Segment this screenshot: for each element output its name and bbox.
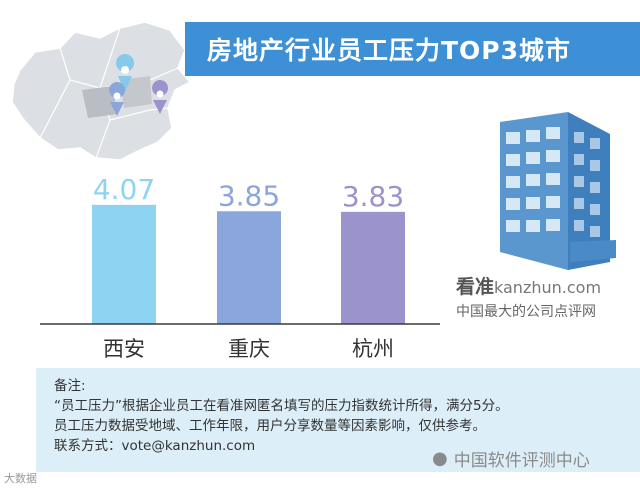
building-icon xyxy=(500,112,616,270)
bar-2 xyxy=(217,211,281,324)
note-line-1: “员工压力”根据企业员工在看准网匿名填写的压力指数统计所得，满分5分。 xyxy=(54,398,509,414)
brand-block: 看准kanzhun.com 中国最大的公司点评网 xyxy=(456,272,601,321)
watermark-right: ● 中国软件评测中心 xyxy=(432,446,590,471)
wechat-icon: ● xyxy=(432,448,448,469)
note-line-2: 员工压力数据受地域、工作年限，用户分享数量等因素影响，仅供参考。 xyxy=(54,418,486,434)
note-box: 备注: “员工压力”根据企业员工在看准网匿名填写的压力指数统计所得，满分5分。 … xyxy=(36,368,640,472)
location-pin-icon xyxy=(152,80,169,114)
watermark-right-text: 中国软件评测中心 xyxy=(453,451,590,471)
category-label: 重庆 xyxy=(228,337,270,361)
bar-1 xyxy=(92,204,156,324)
brand-name: 看准 xyxy=(456,276,495,298)
category-label: 杭州 xyxy=(352,337,394,361)
location-pin-icon xyxy=(109,82,126,116)
bar-value-label: 4.07 xyxy=(93,173,155,206)
china-map-icon xyxy=(11,21,192,161)
note-heading: 备注: xyxy=(54,378,86,394)
brand-domain: kanzhun.com xyxy=(494,278,602,297)
category-label: 西安 xyxy=(103,337,145,361)
brand-slogan: 中国最大的公司点评网 xyxy=(456,304,596,320)
bar-value-label: 3.85 xyxy=(218,179,280,212)
bar-value-label: 3.83 xyxy=(342,180,404,213)
note-contact: 联系方式：vote@kanzhun.com xyxy=(54,438,256,454)
watermark-left: 大数据 xyxy=(4,472,37,485)
bar-3 xyxy=(341,211,405,324)
location-pin-icon xyxy=(116,54,135,92)
page-title: 房地产行业员工压力TOP3城市 xyxy=(185,22,640,76)
